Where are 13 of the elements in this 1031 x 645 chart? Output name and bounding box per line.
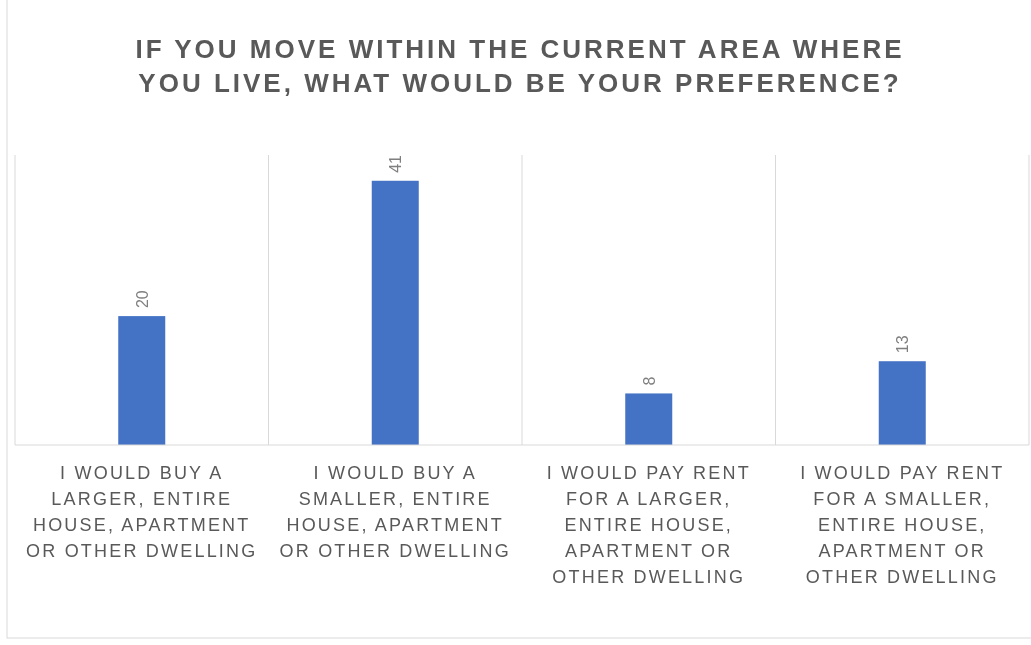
x-tick-label: I WOULD BUY A SMALLER, ENTIRE HOUSE, APARTMENT OR OTHER DWELLING [279, 463, 511, 561]
x-tick-label: I WOULD PAY RENT FOR A LARGER, ENTIRE HOUSE, APARTMENT OR OTHER DWELLING [546, 463, 751, 587]
bar [625, 393, 673, 445]
data-label: 20 [133, 290, 151, 309]
bar [371, 180, 419, 445]
bar [118, 316, 166, 445]
x-tick-label: I WOULD PAY RENT FOR A SMALLER, ENTIRE HOUSE, APARTMENT OR OTHER DWELLING [800, 463, 1005, 587]
chart-title: IF YOU MOVE WITHIN THE CURRENT AREA WHERE YOU LIVE, WHAT WOULD BE YOUR PREFERENCE? [135, 34, 905, 98]
bar [878, 361, 926, 445]
x-tick-label: I WOULD BUY A LARGER, ENTIRE HOUSE, APARTMENT OR OTHER DWELLING [26, 463, 258, 561]
data-label: 13 [894, 335, 912, 354]
data-label: 8 [640, 376, 658, 386]
data-label: 41 [387, 154, 405, 173]
